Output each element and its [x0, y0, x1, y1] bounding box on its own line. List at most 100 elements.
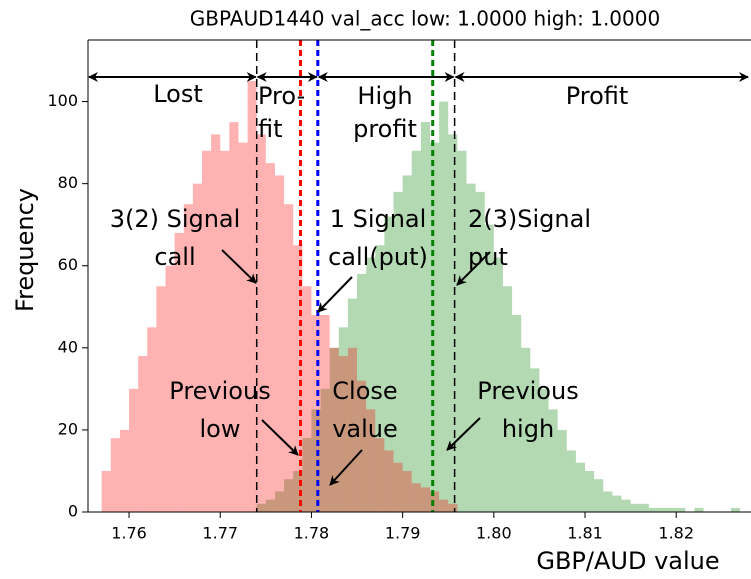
histogram-bar — [329, 347, 339, 512]
histogram-bar — [475, 191, 485, 512]
annotation: Lost — [153, 80, 203, 108]
histogram-bar — [138, 356, 148, 512]
histogram-bar — [320, 314, 330, 512]
chart-title: GBPAUD1440 val_acc low: 1.0000 high: 1.0… — [190, 7, 660, 31]
histogram-bar — [512, 314, 522, 512]
histogram-bar — [265, 499, 275, 512]
annotation: Profit — [566, 82, 629, 110]
histogram-bar — [384, 216, 394, 513]
histogram-bar — [457, 150, 467, 513]
histogram-bar — [366, 409, 376, 512]
histogram-bar — [676, 507, 686, 512]
x-tick-label: 1.81 — [567, 524, 603, 543]
histogram-bar — [420, 487, 430, 512]
histogram-bar — [220, 150, 230, 513]
annotation: call — [154, 243, 195, 271]
x-tick-label: 1.80 — [476, 524, 512, 543]
histogram-bar — [411, 483, 421, 512]
histogram-bar — [384, 450, 394, 512]
histogram-bar — [657, 507, 668, 512]
histogram-bar — [466, 183, 476, 513]
histogram-bar — [667, 507, 677, 512]
histogram-bar — [585, 470, 595, 512]
histogram-bar — [284, 204, 294, 512]
histogram-bar — [521, 347, 531, 512]
histogram-bar — [311, 314, 321, 512]
y-tick-label: 0 — [68, 502, 78, 521]
histogram-bar — [539, 388, 549, 512]
histogram-bar — [293, 245, 303, 512]
histogram-bar — [411, 150, 421, 513]
histogram-bar — [621, 499, 631, 512]
y-tick-label: 100 — [47, 91, 78, 110]
annotation: value — [332, 415, 398, 443]
histogram-bar — [566, 450, 576, 512]
histogram-bar — [284, 479, 294, 512]
histogram-bar — [338, 327, 348, 512]
histogram-bar — [320, 388, 330, 512]
histogram-bar — [274, 175, 285, 512]
histogram-bar — [439, 101, 449, 512]
histogram-bar — [302, 286, 312, 512]
y-tick-label: 40 — [58, 337, 78, 356]
histogram-bar — [393, 191, 403, 512]
histogram-bar — [429, 142, 440, 512]
x-axis-label: GBP/AUD value — [536, 547, 719, 575]
histogram-bar — [110, 438, 120, 512]
histogram-bar — [201, 150, 212, 513]
histogram-bar — [402, 175, 412, 512]
histogram-bar — [192, 183, 202, 513]
annotation: 1 Signal — [330, 205, 427, 233]
histogram-bar — [548, 409, 558, 512]
histogram-bar — [639, 503, 649, 512]
histogram-bar — [329, 347, 339, 512]
histogram-bar — [648, 507, 658, 512]
annotation: Previous — [477, 377, 578, 405]
histogram-bar — [557, 429, 567, 512]
histogram-bar — [530, 368, 540, 512]
annotation: low — [200, 415, 241, 443]
x-tick-label: 1.76 — [111, 524, 147, 543]
histogram-bar — [484, 224, 494, 512]
histogram-bar — [402, 470, 412, 512]
annotation-arrow — [456, 251, 491, 286]
histogram-bar — [429, 491, 440, 512]
histogram-bar — [694, 507, 704, 512]
annotation: high — [502, 415, 554, 443]
y-tick-label: 20 — [58, 419, 78, 438]
histogram-bar — [575, 462, 586, 512]
annotation: call(put) — [328, 243, 428, 271]
x-tick-label: 1.82 — [658, 524, 694, 543]
annotation-arrow — [261, 419, 299, 456]
histogram-bar — [247, 81, 257, 512]
histogram-bar — [375, 245, 385, 512]
histogram-bar — [603, 491, 613, 512]
annotation: fit — [258, 115, 283, 143]
histogram-bar — [101, 470, 111, 512]
histogram-bar — [357, 273, 367, 512]
histogram-bar — [366, 257, 376, 512]
histogram-bar — [347, 298, 358, 512]
histogram-bar — [256, 503, 266, 512]
x-tick-label: 1.79 — [385, 524, 421, 543]
annotation: High — [357, 82, 412, 110]
histogram-bar — [420, 122, 430, 512]
histogram-bar — [493, 257, 503, 512]
histogram-bar — [393, 462, 403, 512]
histogram-bar — [502, 286, 513, 512]
histogram-bar — [211, 134, 221, 512]
histogram-bar — [119, 429, 130, 512]
histogram-bar — [311, 409, 321, 512]
histogram-bar — [183, 204, 193, 512]
histogram-bar — [448, 503, 458, 512]
annotation-arrow — [317, 276, 353, 313]
histogram-bar — [612, 495, 622, 512]
annotation: Previous — [169, 377, 270, 405]
histogram-bar — [357, 380, 367, 512]
annotation-arrow — [329, 449, 363, 486]
annotation-arrow — [221, 249, 257, 284]
annotation: 2(3)Signal — [468, 205, 591, 233]
histogram-bar — [338, 356, 348, 512]
annotation: 3(2) Signal — [110, 205, 241, 233]
